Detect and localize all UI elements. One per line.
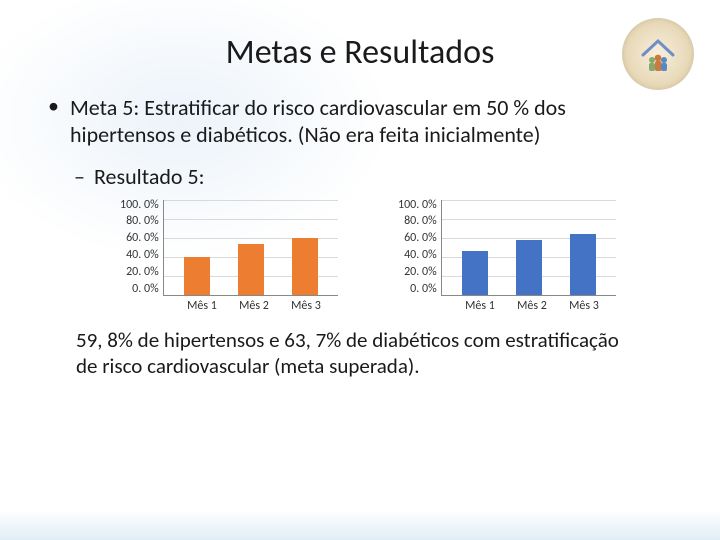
chart-diabeticos: 100. 0% 80. 0% 60. 0% 40. 0% 20. 0% 0. 0… [398, 200, 616, 313]
x-axis-right: Mês 1 Mês 2 Mês 3 [448, 296, 616, 313]
x-tick-label: Mês 3 [291, 299, 321, 313]
bars-container-right [442, 200, 616, 295]
slide-title: Metas e Resultados [48, 32, 672, 73]
bar [462, 251, 488, 295]
x-axis-left: Mês 1 Mês 2 Mês 3 [170, 296, 338, 313]
background-footer-gradient [0, 510, 720, 540]
y-axis-left: 100. 0% 80. 0% 60. 0% 40. 0% 20. 0% 0. 0… [120, 200, 163, 296]
y-tick-label: 100. 0% [120, 199, 159, 211]
y-tick-label: 80. 0% [404, 215, 437, 227]
bullet-meta-5: Meta 5: Estratificar do risco cardiovasc… [48, 95, 672, 149]
charts-row: 100. 0% 80. 0% 60. 0% 40. 0% 20. 0% 0. 0… [120, 200, 672, 313]
y-tick-label: 60. 0% [404, 232, 437, 244]
plot-area-left [163, 200, 338, 296]
slide-content: Metas e Resultados Meta 5: Estratificar … [0, 0, 720, 399]
chart-hipertensos: 100. 0% 80. 0% 60. 0% 40. 0% 20. 0% 0. 0… [120, 200, 338, 313]
y-tick-label: 100. 0% [398, 199, 437, 211]
x-tick-label: Mês 1 [465, 299, 495, 313]
y-tick-label: 0. 0% [410, 283, 436, 295]
x-tick-label: Mês 3 [569, 299, 599, 313]
plot-area-right [441, 200, 616, 296]
x-tick-label: Mês 1 [187, 299, 217, 313]
x-tick-label: Mês 2 [517, 299, 547, 313]
bar [238, 244, 264, 294]
y-tick-label: 20. 0% [404, 266, 437, 278]
bullet-resultado-5: Resultado 5: [48, 163, 672, 190]
y-tick-label: 80. 0% [126, 215, 159, 227]
bar [184, 257, 210, 295]
bar [292, 238, 318, 295]
y-tick-label: 0. 0% [132, 283, 158, 295]
y-tick-label: 20. 0% [126, 266, 159, 278]
y-tick-label: 40. 0% [404, 249, 437, 261]
y-axis-right: 100. 0% 80. 0% 60. 0% 40. 0% 20. 0% 0. 0… [398, 200, 441, 296]
conclusion-text: 59, 8% de hipertensos e 63, 7% de diabét… [76, 327, 644, 380]
bar [570, 234, 596, 295]
bar [516, 240, 542, 295]
y-tick-label: 40. 0% [126, 249, 159, 261]
y-tick-label: 60. 0% [126, 232, 159, 244]
bars-container-left [164, 200, 338, 295]
x-tick-label: Mês 2 [239, 299, 269, 313]
